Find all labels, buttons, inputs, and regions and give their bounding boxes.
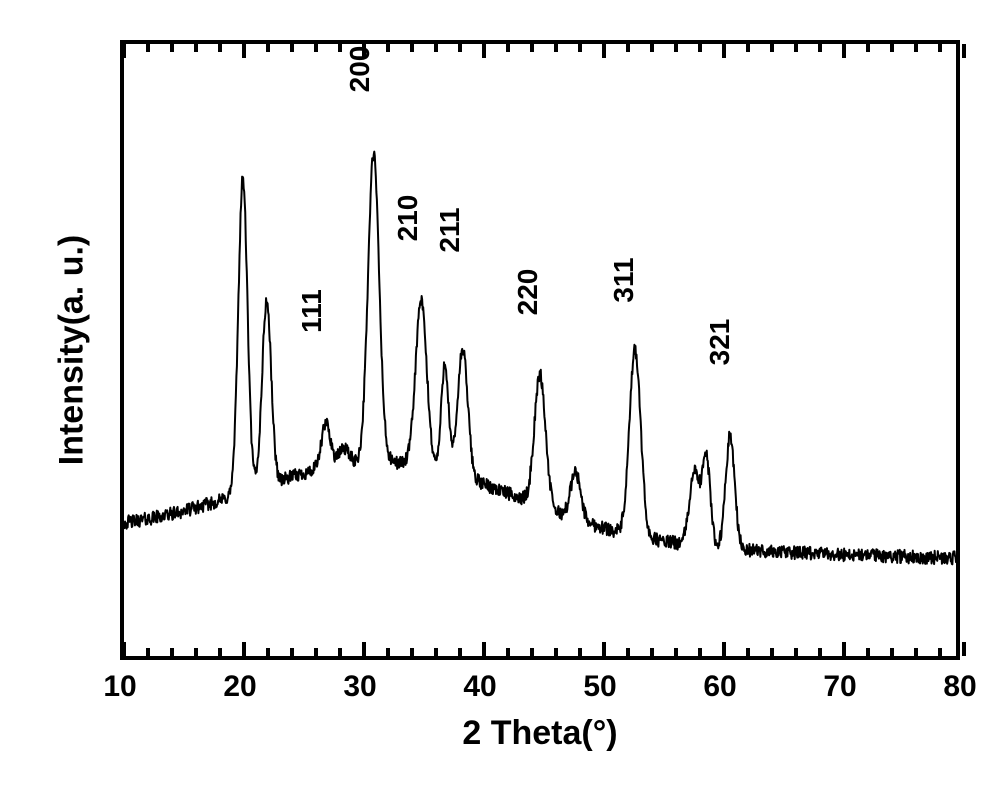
tick bbox=[290, 44, 294, 52]
x-axis-label: 2 Theta(°) bbox=[462, 714, 617, 753]
tick bbox=[626, 44, 630, 52]
tick bbox=[362, 44, 366, 58]
tick bbox=[770, 648, 774, 656]
tick bbox=[338, 44, 342, 52]
tick bbox=[866, 44, 870, 52]
peak-label: 220 bbox=[512, 269, 544, 316]
tick bbox=[266, 648, 270, 656]
peak-label: 210 bbox=[392, 194, 424, 241]
x-tick-label: 10 bbox=[103, 670, 136, 704]
tick bbox=[170, 648, 174, 656]
plot-area: 111 200 210 211 220 311 321 bbox=[120, 40, 960, 660]
tick bbox=[818, 648, 822, 656]
tick bbox=[602, 642, 606, 656]
tick bbox=[698, 648, 702, 656]
tick bbox=[482, 642, 486, 656]
tick bbox=[578, 648, 582, 656]
tick bbox=[674, 44, 678, 52]
x-tick-label: 40 bbox=[463, 670, 496, 704]
tick bbox=[506, 648, 510, 656]
tick bbox=[794, 44, 798, 52]
tick bbox=[338, 648, 342, 656]
tick bbox=[146, 648, 150, 656]
tick bbox=[866, 648, 870, 656]
tick bbox=[650, 648, 654, 656]
tick bbox=[746, 648, 750, 656]
tick bbox=[170, 44, 174, 52]
tick bbox=[722, 642, 726, 656]
tick bbox=[218, 44, 222, 52]
tick bbox=[914, 44, 918, 52]
tick bbox=[722, 44, 726, 58]
tick bbox=[458, 648, 462, 656]
tick bbox=[890, 648, 894, 656]
tick bbox=[482, 44, 486, 58]
tick bbox=[938, 648, 942, 656]
tick bbox=[842, 642, 846, 656]
tick bbox=[194, 44, 198, 52]
x-tick-label: 50 bbox=[583, 670, 616, 704]
tick bbox=[266, 44, 270, 52]
x-tick-label: 20 bbox=[223, 670, 256, 704]
xrd-trace bbox=[124, 44, 956, 656]
tick bbox=[458, 44, 462, 52]
tick bbox=[602, 44, 606, 58]
x-tick-label: 60 bbox=[703, 670, 736, 704]
tick bbox=[938, 44, 942, 52]
tick bbox=[194, 648, 198, 656]
tick bbox=[410, 44, 414, 52]
tick bbox=[122, 44, 126, 58]
tick bbox=[314, 648, 318, 656]
tick bbox=[242, 44, 246, 58]
tick bbox=[554, 44, 558, 52]
figure: 111 200 210 211 220 311 321 10 20 30 40 50 60 70 80 2… bbox=[0, 0, 1000, 788]
tick bbox=[962, 44, 966, 58]
peak-label: 211 bbox=[434, 207, 466, 252]
tick bbox=[962, 642, 966, 656]
tick bbox=[506, 44, 510, 52]
tick bbox=[410, 648, 414, 656]
y-axis-label: Intensity(a. u.) bbox=[53, 235, 92, 465]
tick bbox=[314, 44, 318, 52]
tick bbox=[674, 648, 678, 656]
peak-label: 311 bbox=[608, 257, 640, 302]
x-tick-label: 30 bbox=[343, 670, 376, 704]
tick bbox=[890, 44, 894, 52]
tick bbox=[770, 44, 774, 52]
peak-label: 321 bbox=[704, 318, 736, 365]
x-tick-label: 70 bbox=[823, 670, 856, 704]
peak-label: 200 bbox=[344, 45, 376, 92]
tick bbox=[218, 648, 222, 656]
tick bbox=[386, 44, 390, 52]
tick bbox=[578, 44, 582, 52]
tick bbox=[914, 648, 918, 656]
tick bbox=[122, 642, 126, 656]
tick bbox=[434, 44, 438, 52]
tick bbox=[554, 648, 558, 656]
tick bbox=[242, 642, 246, 656]
tick bbox=[818, 44, 822, 52]
tick bbox=[434, 648, 438, 656]
tick bbox=[362, 642, 366, 656]
tick bbox=[746, 44, 750, 52]
tick bbox=[698, 44, 702, 52]
tick bbox=[842, 44, 846, 58]
tick bbox=[146, 44, 150, 52]
tick bbox=[290, 648, 294, 656]
tick bbox=[794, 648, 798, 656]
tick bbox=[530, 44, 534, 52]
tick bbox=[626, 648, 630, 656]
x-tick-label: 80 bbox=[943, 670, 976, 704]
tick bbox=[386, 648, 390, 656]
tick bbox=[650, 44, 654, 52]
tick bbox=[530, 648, 534, 656]
peak-label: 111 bbox=[296, 289, 328, 333]
